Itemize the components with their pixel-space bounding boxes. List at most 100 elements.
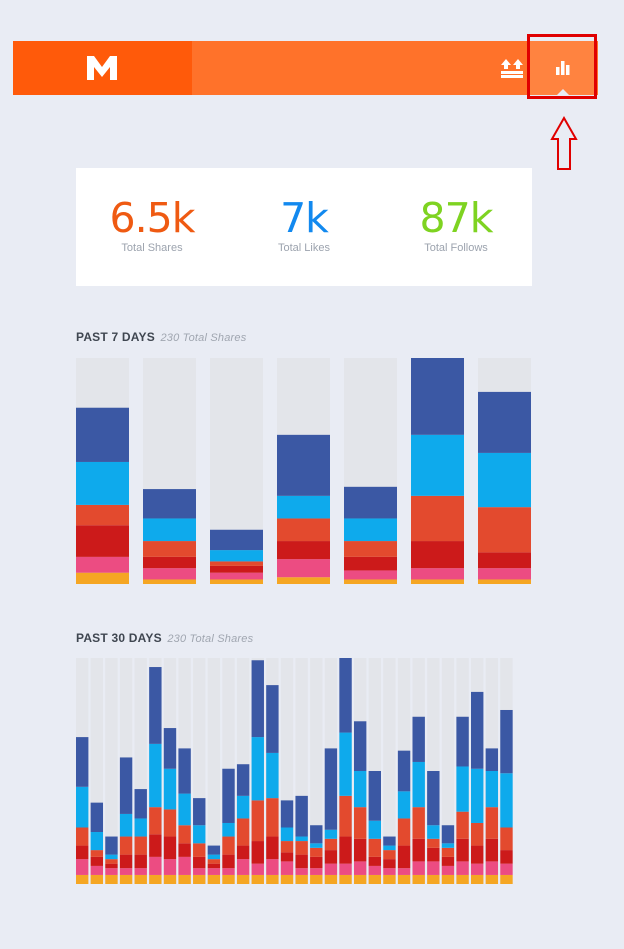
bar-segment[interactable] <box>207 859 221 864</box>
bar-segment[interactable] <box>266 859 279 875</box>
bar-segment[interactable] <box>344 486 397 519</box>
bar-segment[interactable] <box>207 863 221 869</box>
bar-segment[interactable] <box>324 874 338 884</box>
bar-segment[interactable] <box>441 825 455 844</box>
bar-segment[interactable] <box>500 709 513 774</box>
bar-segment[interactable] <box>251 841 264 864</box>
bar-segment[interactable] <box>236 874 250 884</box>
bar-segment[interactable] <box>90 850 104 857</box>
bar-segment[interactable] <box>134 868 147 875</box>
bar-segment[interactable] <box>251 737 264 801</box>
bar-segment[interactable] <box>427 771 440 826</box>
bar-segment[interactable] <box>277 559 330 578</box>
bar-segment[interactable] <box>500 850 513 864</box>
bar-segment[interactable] <box>105 859 118 864</box>
bar-segment[interactable] <box>193 798 206 826</box>
bar-segment[interactable] <box>456 874 469 884</box>
bar-segment[interactable] <box>310 847 323 857</box>
bar-segment[interactable] <box>134 854 147 869</box>
bar-segment[interactable] <box>193 874 206 884</box>
bar-segment[interactable] <box>105 863 118 869</box>
bar-segment[interactable] <box>210 565 263 573</box>
bar-segment[interactable] <box>193 825 206 844</box>
bar-segment[interactable] <box>295 854 308 869</box>
bar-segment[interactable] <box>411 579 464 584</box>
bar-segment[interactable] <box>471 874 484 884</box>
bar-segment[interactable] <box>411 541 464 569</box>
bar-segment[interactable] <box>119 813 133 837</box>
bar-segment[interactable] <box>90 865 104 875</box>
bar-segment[interactable] <box>441 856 455 866</box>
bar-segment[interactable] <box>90 856 104 866</box>
bar-segment[interactable] <box>210 550 263 562</box>
bar-segment[interactable] <box>441 865 455 875</box>
bar-segment[interactable] <box>207 874 221 884</box>
bar-segment[interactable] <box>76 827 89 846</box>
bar-segment[interactable] <box>339 874 352 884</box>
bar-segment[interactable] <box>105 836 118 855</box>
bar-segment[interactable] <box>295 874 308 884</box>
bar-segment[interactable] <box>207 868 221 875</box>
bar-segment[interactable] <box>324 829 338 839</box>
bar-segment[interactable] <box>178 843 191 857</box>
bar-segment[interactable] <box>222 768 235 823</box>
bar-segment[interactable] <box>105 854 118 860</box>
bar-segment[interactable] <box>76 786 89 828</box>
bar-segment[interactable] <box>163 728 177 769</box>
bar-segment[interactable] <box>339 795 352 837</box>
bar-segment[interactable] <box>266 685 279 753</box>
bar-segment[interactable] <box>178 856 191 875</box>
bar-segment[interactable] <box>411 434 464 496</box>
bar-segment[interactable] <box>143 541 196 557</box>
bar-segment[interactable] <box>222 874 235 884</box>
bar-segment[interactable] <box>471 845 484 864</box>
bar-segment[interactable] <box>119 854 133 869</box>
bar-segment[interactable] <box>456 811 469 839</box>
bar-segment[interactable] <box>280 827 294 842</box>
bar-segment[interactable] <box>210 561 263 566</box>
bar-segment[interactable] <box>236 764 250 796</box>
bar-segment[interactable] <box>236 795 250 819</box>
bar-segment[interactable] <box>441 874 455 884</box>
bar-segment[interactable] <box>368 874 381 884</box>
bar-segment[interactable] <box>339 836 352 864</box>
bar-segment[interactable] <box>280 841 294 853</box>
double-up-arrow-icon[interactable] <box>499 55 525 81</box>
bar-segment[interactable] <box>277 495 330 519</box>
bar-segment[interactable] <box>471 863 484 875</box>
bar-segment[interactable] <box>471 768 484 823</box>
bar-segment[interactable] <box>277 518 330 542</box>
bar-segment[interactable] <box>193 856 206 869</box>
bar-segment[interactable] <box>280 800 294 828</box>
bar-segment[interactable] <box>266 798 279 837</box>
bar-segment[interactable] <box>412 761 425 808</box>
bar-segment[interactable] <box>456 861 469 875</box>
bar-segment[interactable] <box>383 845 396 851</box>
bar-segment[interactable] <box>90 832 104 851</box>
bar-segment[interactable] <box>353 874 367 884</box>
bar-segment[interactable] <box>368 865 381 875</box>
bar-segment[interactable] <box>193 868 206 875</box>
bar-segment[interactable] <box>456 838 469 862</box>
bar-segment[interactable] <box>478 452 531 508</box>
stats-button[interactable] <box>530 41 595 96</box>
bar-segment[interactable] <box>500 863 513 875</box>
bar-segment[interactable] <box>412 874 425 884</box>
bar-segment[interactable] <box>353 771 367 808</box>
bar-segment[interactable] <box>485 874 499 884</box>
bar-segment[interactable] <box>90 802 104 833</box>
bar-segment[interactable] <box>310 874 323 884</box>
bar-segment[interactable] <box>412 716 425 762</box>
bar-segment[interactable] <box>134 874 147 884</box>
bar-segment[interactable] <box>266 836 279 860</box>
bar-segment[interactable] <box>485 838 499 862</box>
bar-segment[interactable] <box>383 859 396 869</box>
bar-segment[interactable] <box>397 874 411 884</box>
bar-segment[interactable] <box>295 868 308 875</box>
bar-segment[interactable] <box>163 859 177 875</box>
bar-segment[interactable] <box>163 874 177 884</box>
bar-segment[interactable] <box>119 836 133 855</box>
bar-segment[interactable] <box>193 843 206 857</box>
bar-segment[interactable] <box>149 874 162 884</box>
bar-segment[interactable] <box>485 771 499 808</box>
